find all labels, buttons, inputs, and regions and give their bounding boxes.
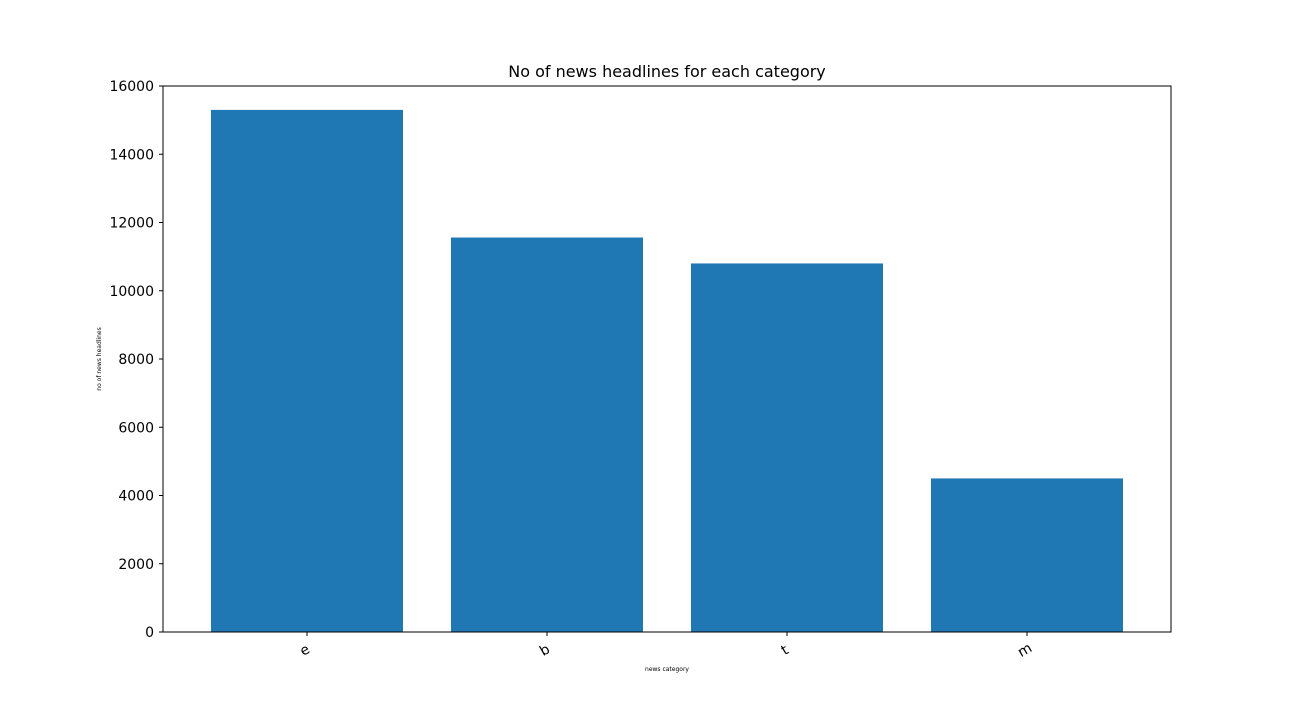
ticks-layer: e b t m 0 2000 4000 6000 8000 10000 12000 14000 1600… [109, 79, 1034, 661]
x-axis-title: news category [645, 666, 689, 673]
y-tick-label: 12000 [109, 216, 154, 232]
bar-m [931, 478, 1123, 632]
y-tick-label: 4000 [118, 489, 154, 505]
y-tick-label: 16000 [109, 79, 154, 95]
x-tick-label: t [779, 642, 792, 659]
bar-b [451, 237, 643, 632]
plot-frame [162, 85, 1172, 633]
y-axis-title: no of news headlines [96, 327, 103, 390]
y-tick-label: 10000 [109, 284, 154, 300]
y-tick-label: 0 [145, 625, 154, 641]
y-tick-label: 6000 [118, 420, 154, 436]
y-tick-label: 14000 [109, 147, 154, 163]
chart-title: No of news headlines for each category [508, 62, 826, 81]
bar-t [691, 263, 883, 632]
bars-layer [211, 109, 1123, 632]
y-tick-label: 2000 [118, 557, 154, 573]
x-tick-label: b [537, 641, 553, 659]
y-tick-label: 8000 [118, 352, 154, 368]
x-tick-label: e [297, 641, 312, 659]
bar-e [211, 109, 403, 632]
x-tick-label: m [1015, 640, 1035, 661]
